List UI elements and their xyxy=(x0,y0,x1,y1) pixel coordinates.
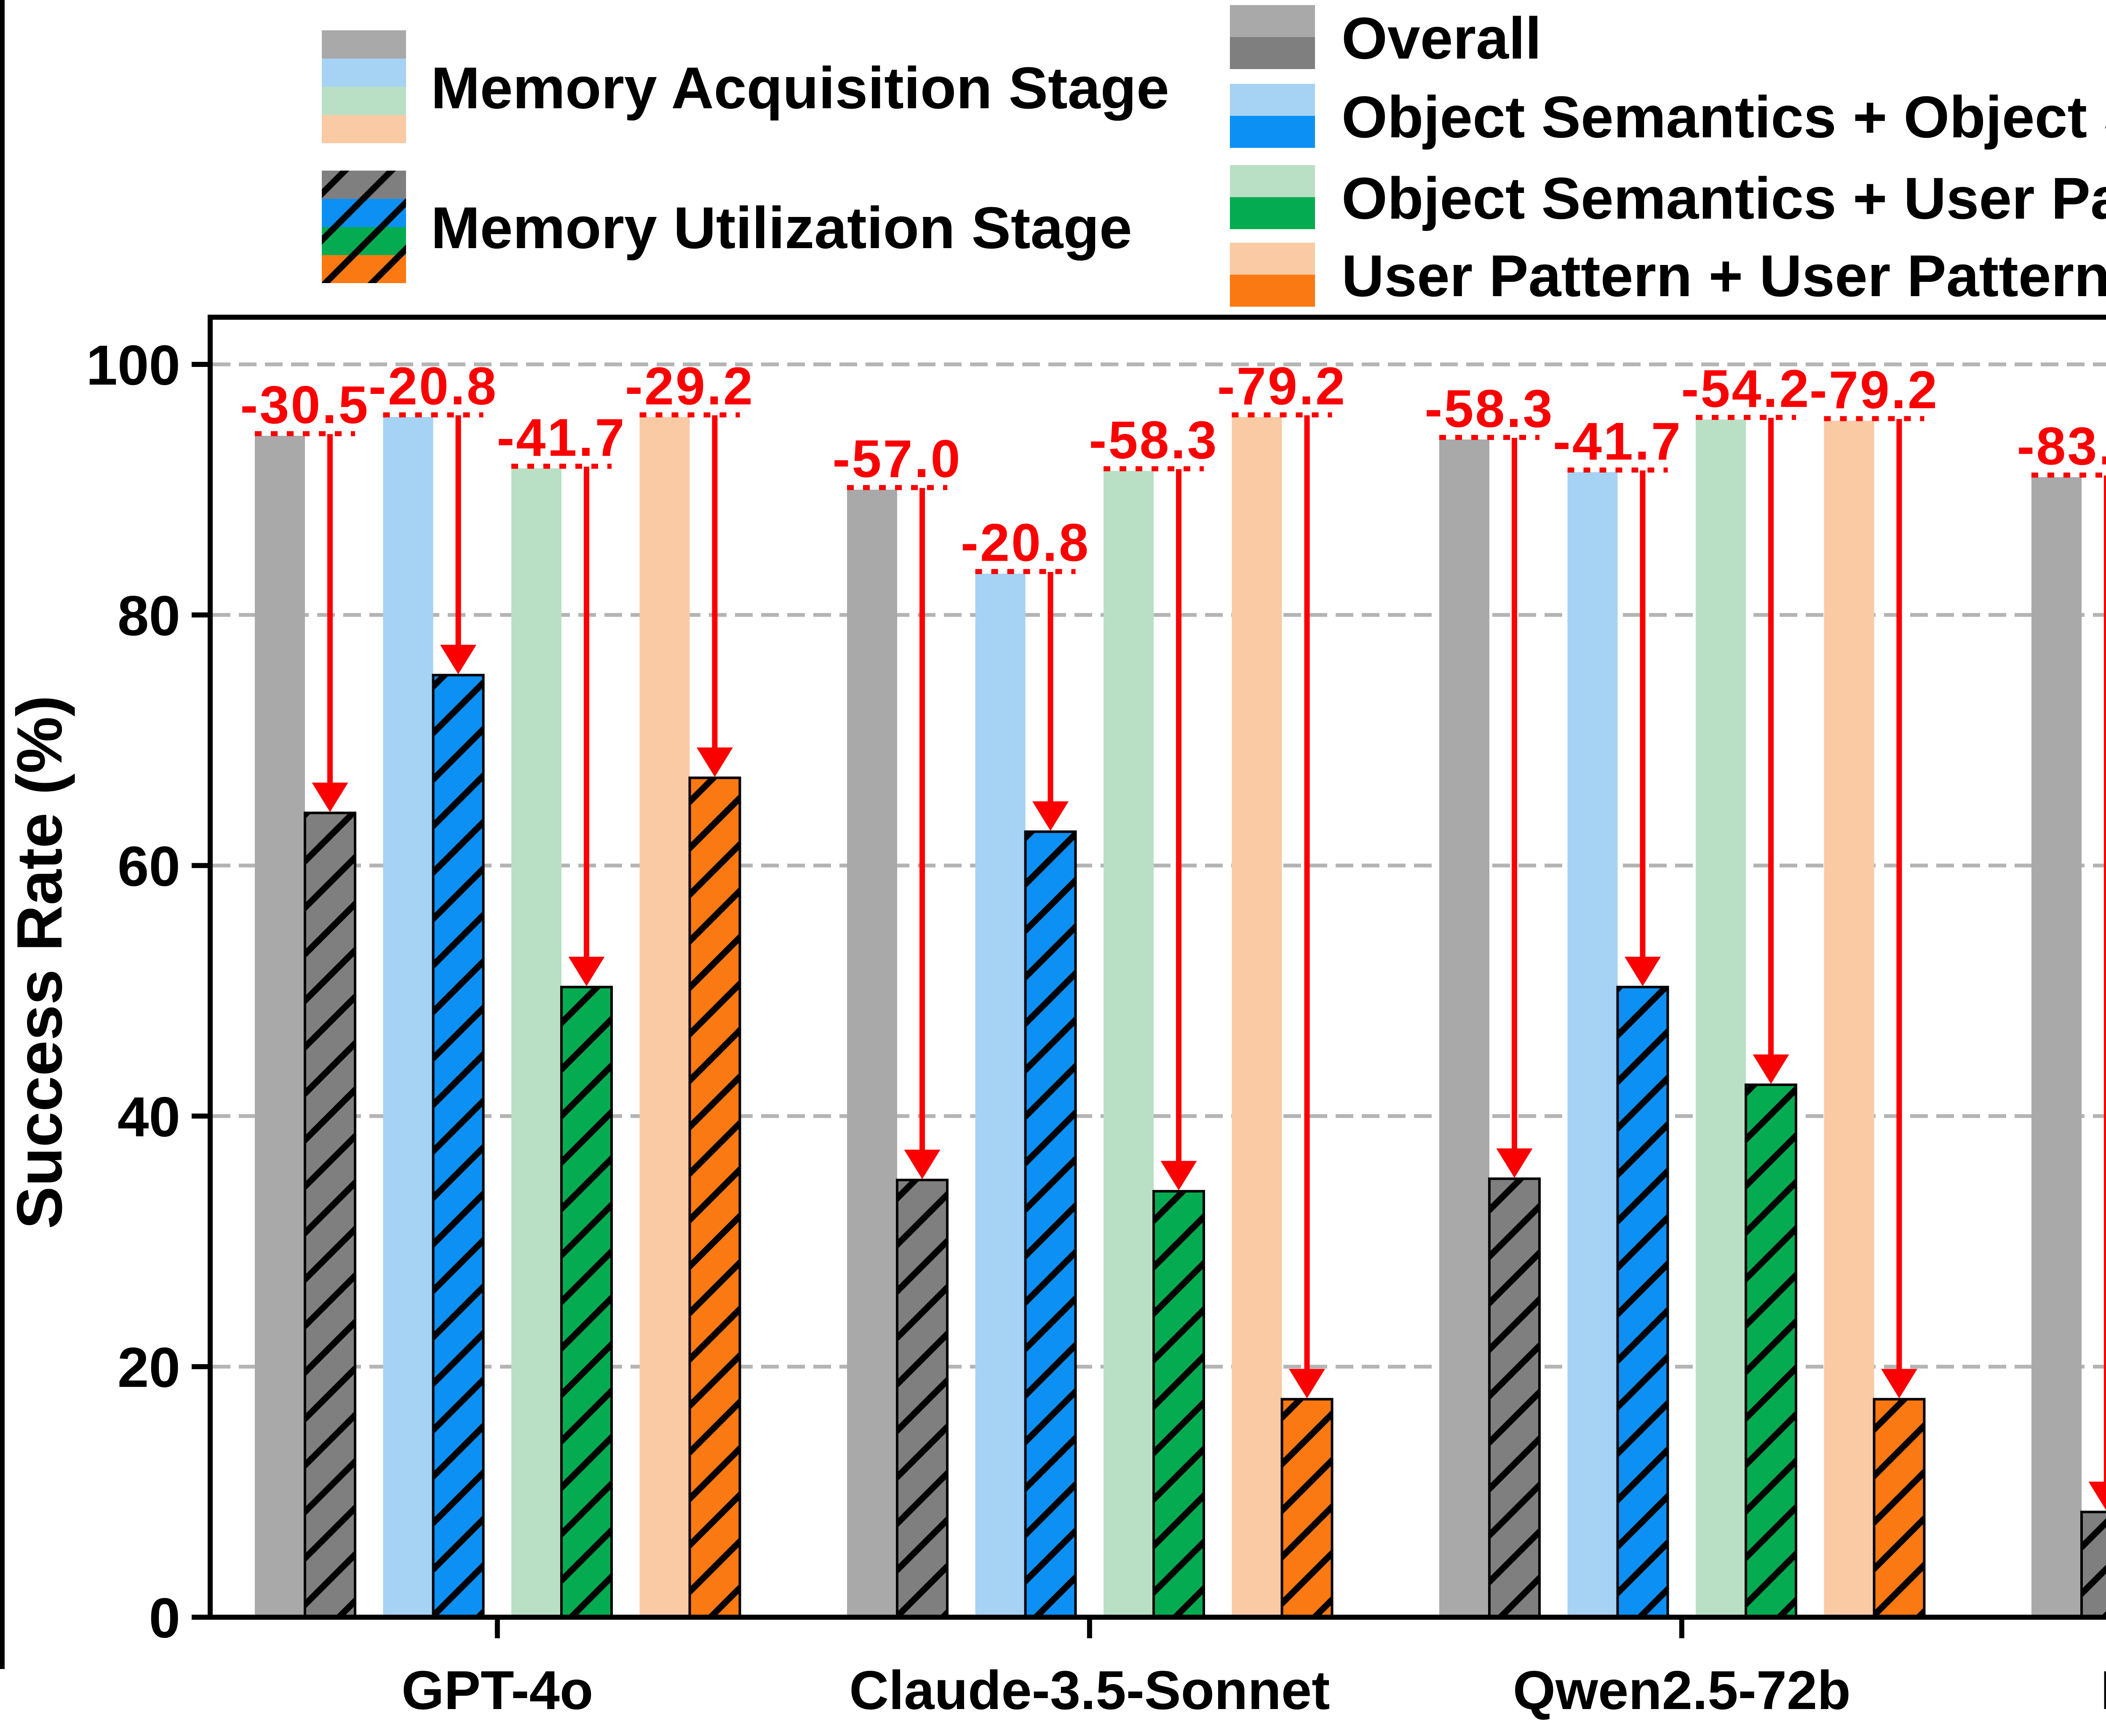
svg-text:60: 60 xyxy=(118,835,180,898)
svg-text:-20.8: -20.8 xyxy=(369,356,498,416)
svg-text:-54.2: -54.2 xyxy=(1681,359,1810,418)
svg-text:-83.3: -83.3 xyxy=(2017,417,2106,476)
svg-text:80: 80 xyxy=(118,585,180,647)
svg-text:20: 20 xyxy=(118,1336,180,1399)
svg-text:40: 40 xyxy=(118,1086,180,1148)
svg-text:Overall: Overall xyxy=(1342,5,1542,71)
svg-text:Object Semantics + User Patter: Object Semantics + User Pattern xyxy=(1342,165,2106,231)
svg-text:-79.2: -79.2 xyxy=(1217,356,1347,416)
svg-text:Success Rate (%): Success Rate (%) xyxy=(4,695,75,1229)
svg-text:-79.2: -79.2 xyxy=(1809,360,1939,420)
svg-text:Memory Utilization Stage: Memory Utilization Stage xyxy=(431,195,1132,261)
svg-text:GPT-4o: GPT-4o xyxy=(401,1659,593,1721)
svg-text:-29.2: -29.2 xyxy=(625,356,754,416)
svg-text:-58.3: -58.3 xyxy=(1089,410,1218,470)
svg-text:Qwen2.5-72b: Qwen2.5-72b xyxy=(1513,1659,1851,1721)
svg-text:Claude-3.5-Sonnet: Claude-3.5-Sonnet xyxy=(849,1659,1330,1721)
svg-text:Object Semantics + Object Sema: Object Semantics + Object Semantics xyxy=(1342,84,2106,150)
svg-text:-30.5: -30.5 xyxy=(240,375,369,435)
svg-text:User Pattern + User Pattern: User Pattern + User Pattern xyxy=(1342,243,2106,309)
svg-text:-41.7: -41.7 xyxy=(497,408,626,467)
svg-text:0: 0 xyxy=(149,1587,180,1650)
svg-text:100: 100 xyxy=(86,334,180,397)
svg-text:Memory Acquisition Stage: Memory Acquisition Stage xyxy=(431,55,1169,121)
svg-text:-58.3: -58.3 xyxy=(1424,379,1554,438)
svg-text:-20.8: -20.8 xyxy=(961,513,1090,572)
svg-text:-57.0: -57.0 xyxy=(832,429,962,488)
svg-text:-41.7: -41.7 xyxy=(1553,412,1682,471)
svg-text:Llama3.1-70b: Llama3.1-70b xyxy=(2101,1659,2106,1721)
